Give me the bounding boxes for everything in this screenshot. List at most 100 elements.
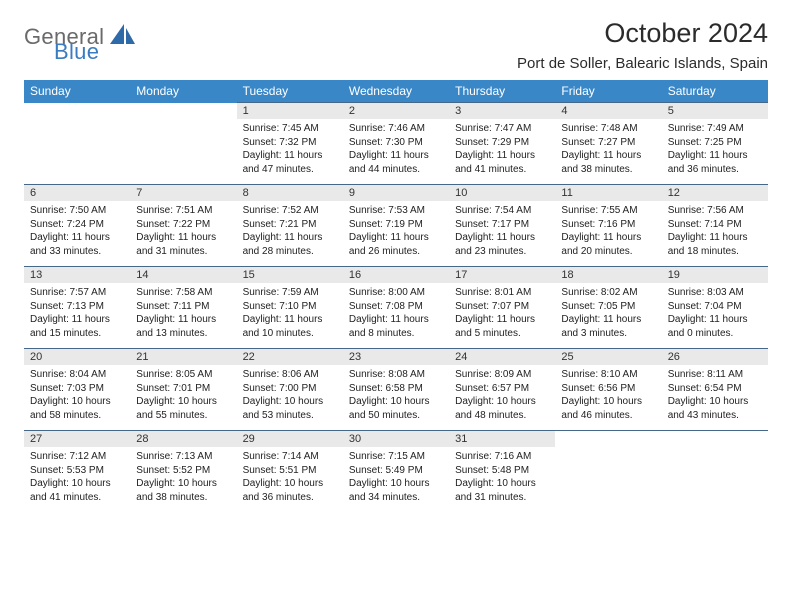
day-number: 6 bbox=[30, 187, 36, 199]
daylight-line: Daylight: 11 hours and 5 minutes. bbox=[455, 313, 549, 340]
day-body-cell: Sunrise: 8:03 AMSunset: 7:04 PMDaylight:… bbox=[662, 283, 768, 349]
day-number-cell: 28 bbox=[130, 431, 236, 448]
day-number: 1 bbox=[243, 105, 249, 117]
day-number-cell bbox=[662, 431, 768, 448]
sunrise-line: Sunrise: 7:51 AM bbox=[136, 204, 230, 218]
daylight-line: Daylight: 11 hours and 3 minutes. bbox=[561, 313, 655, 340]
day-body-cell: Sunrise: 7:13 AMSunset: 5:52 PMDaylight:… bbox=[130, 447, 236, 512]
day-number-cell: 31 bbox=[449, 431, 555, 448]
day-number-cell: 12 bbox=[662, 185, 768, 202]
daylight-line: Daylight: 11 hours and 0 minutes. bbox=[668, 313, 762, 340]
day-body-cell bbox=[24, 119, 130, 185]
day-number: 28 bbox=[136, 433, 148, 445]
day-number-cell: 6 bbox=[24, 185, 130, 202]
day-header-row: Sunday Monday Tuesday Wednesday Thursday… bbox=[24, 80, 768, 103]
daylight-line: Daylight: 11 hours and 38 minutes. bbox=[561, 149, 655, 176]
day-body-cell: Sunrise: 8:10 AMSunset: 6:56 PMDaylight:… bbox=[555, 365, 661, 431]
sunset-line: Sunset: 5:49 PM bbox=[349, 464, 443, 478]
day-number: 23 bbox=[349, 351, 361, 363]
sunset-line: Sunset: 7:17 PM bbox=[455, 218, 549, 232]
day-number-cell: 30 bbox=[343, 431, 449, 448]
day-number: 2 bbox=[349, 105, 355, 117]
day-body-cell: Sunrise: 8:09 AMSunset: 6:57 PMDaylight:… bbox=[449, 365, 555, 431]
logo-sail-icon bbox=[110, 24, 136, 51]
sunset-line: Sunset: 7:16 PM bbox=[561, 218, 655, 232]
day-number: 21 bbox=[136, 351, 148, 363]
calendar-table: Sunday Monday Tuesday Wednesday Thursday… bbox=[24, 80, 768, 512]
sunset-line: Sunset: 6:56 PM bbox=[561, 382, 655, 396]
day-number: 30 bbox=[349, 433, 361, 445]
day-number-cell: 11 bbox=[555, 185, 661, 202]
sunset-line: Sunset: 6:58 PM bbox=[349, 382, 443, 396]
day-number-cell: 1 bbox=[237, 103, 343, 120]
daylight-line: Daylight: 11 hours and 15 minutes. bbox=[30, 313, 124, 340]
sunrise-line: Sunrise: 8:00 AM bbox=[349, 286, 443, 300]
day-number: 25 bbox=[561, 351, 573, 363]
day-number-cell: 18 bbox=[555, 267, 661, 284]
day-number-cell: 4 bbox=[555, 103, 661, 120]
day-number-cell: 5 bbox=[662, 103, 768, 120]
sunrise-line: Sunrise: 7:48 AM bbox=[561, 122, 655, 136]
day-number: 17 bbox=[455, 269, 467, 281]
header: General Blue October 2024 Port de Soller… bbox=[24, 18, 768, 72]
sunset-line: Sunset: 7:32 PM bbox=[243, 136, 337, 150]
day-body-cell: Sunrise: 7:51 AMSunset: 7:22 PMDaylight:… bbox=[130, 201, 236, 267]
daylight-line: Daylight: 11 hours and 36 minutes. bbox=[668, 149, 762, 176]
sunset-line: Sunset: 7:29 PM bbox=[455, 136, 549, 150]
day-number: 5 bbox=[668, 105, 674, 117]
daylight-line: Daylight: 11 hours and 28 minutes. bbox=[243, 231, 337, 258]
sunset-line: Sunset: 7:03 PM bbox=[30, 382, 124, 396]
daylight-line: Daylight: 11 hours and 26 minutes. bbox=[349, 231, 443, 258]
sunrise-line: Sunrise: 7:55 AM bbox=[561, 204, 655, 218]
sunset-line: Sunset: 7:08 PM bbox=[349, 300, 443, 314]
day-number-row: 2728293031 bbox=[24, 431, 768, 448]
sunrise-line: Sunrise: 7:16 AM bbox=[455, 450, 549, 464]
day-body-cell: Sunrise: 8:08 AMSunset: 6:58 PMDaylight:… bbox=[343, 365, 449, 431]
day-number-cell: 17 bbox=[449, 267, 555, 284]
sunrise-line: Sunrise: 7:47 AM bbox=[455, 122, 549, 136]
daylight-line: Daylight: 10 hours and 36 minutes. bbox=[243, 477, 337, 504]
sunrise-line: Sunrise: 8:11 AM bbox=[668, 368, 762, 382]
sunrise-line: Sunrise: 7:57 AM bbox=[30, 286, 124, 300]
sunrise-line: Sunrise: 7:54 AM bbox=[455, 204, 549, 218]
sunset-line: Sunset: 5:53 PM bbox=[30, 464, 124, 478]
sunset-line: Sunset: 6:57 PM bbox=[455, 382, 549, 396]
day-number: 10 bbox=[455, 187, 467, 199]
day-body-cell: Sunrise: 7:58 AMSunset: 7:11 PMDaylight:… bbox=[130, 283, 236, 349]
daylight-line: Daylight: 10 hours and 46 minutes. bbox=[561, 395, 655, 422]
day-number: 4 bbox=[561, 105, 567, 117]
daylight-line: Daylight: 10 hours and 31 minutes. bbox=[455, 477, 549, 504]
sunrise-line: Sunrise: 8:04 AM bbox=[30, 368, 124, 382]
daylight-line: Daylight: 10 hours and 34 minutes. bbox=[349, 477, 443, 504]
day-body-cell: Sunrise: 7:16 AMSunset: 5:48 PMDaylight:… bbox=[449, 447, 555, 512]
day-number: 15 bbox=[243, 269, 255, 281]
sunset-line: Sunset: 5:51 PM bbox=[243, 464, 337, 478]
day-body-cell: Sunrise: 7:55 AMSunset: 7:16 PMDaylight:… bbox=[555, 201, 661, 267]
day-header: Friday bbox=[555, 80, 661, 103]
day-body-cell: Sunrise: 7:53 AMSunset: 7:19 PMDaylight:… bbox=[343, 201, 449, 267]
day-header: Sunday bbox=[24, 80, 130, 103]
day-number: 9 bbox=[349, 187, 355, 199]
daylight-line: Daylight: 11 hours and 20 minutes. bbox=[561, 231, 655, 258]
day-number-cell: 8 bbox=[237, 185, 343, 202]
sunrise-line: Sunrise: 8:03 AM bbox=[668, 286, 762, 300]
day-body-cell: Sunrise: 8:00 AMSunset: 7:08 PMDaylight:… bbox=[343, 283, 449, 349]
day-body-cell: Sunrise: 7:15 AMSunset: 5:49 PMDaylight:… bbox=[343, 447, 449, 512]
sunset-line: Sunset: 7:30 PM bbox=[349, 136, 443, 150]
day-body-cell: Sunrise: 7:49 AMSunset: 7:25 PMDaylight:… bbox=[662, 119, 768, 185]
day-number-cell: 13 bbox=[24, 267, 130, 284]
day-number-cell: 14 bbox=[130, 267, 236, 284]
location-subtitle: Port de Soller, Balearic Islands, Spain bbox=[517, 55, 768, 72]
sunset-line: Sunset: 7:05 PM bbox=[561, 300, 655, 314]
sunrise-line: Sunrise: 7:12 AM bbox=[30, 450, 124, 464]
sunrise-line: Sunrise: 8:05 AM bbox=[136, 368, 230, 382]
sunrise-line: Sunrise: 7:58 AM bbox=[136, 286, 230, 300]
day-number: 7 bbox=[136, 187, 142, 199]
day-body-cell: Sunrise: 7:47 AMSunset: 7:29 PMDaylight:… bbox=[449, 119, 555, 185]
day-body-cell: Sunrise: 7:52 AMSunset: 7:21 PMDaylight:… bbox=[237, 201, 343, 267]
day-body-cell: Sunrise: 8:06 AMSunset: 7:00 PMDaylight:… bbox=[237, 365, 343, 431]
day-number-cell bbox=[555, 431, 661, 448]
daylight-line: Daylight: 11 hours and 33 minutes. bbox=[30, 231, 124, 258]
daylight-line: Daylight: 10 hours and 58 minutes. bbox=[30, 395, 124, 422]
day-number-cell: 22 bbox=[237, 349, 343, 366]
